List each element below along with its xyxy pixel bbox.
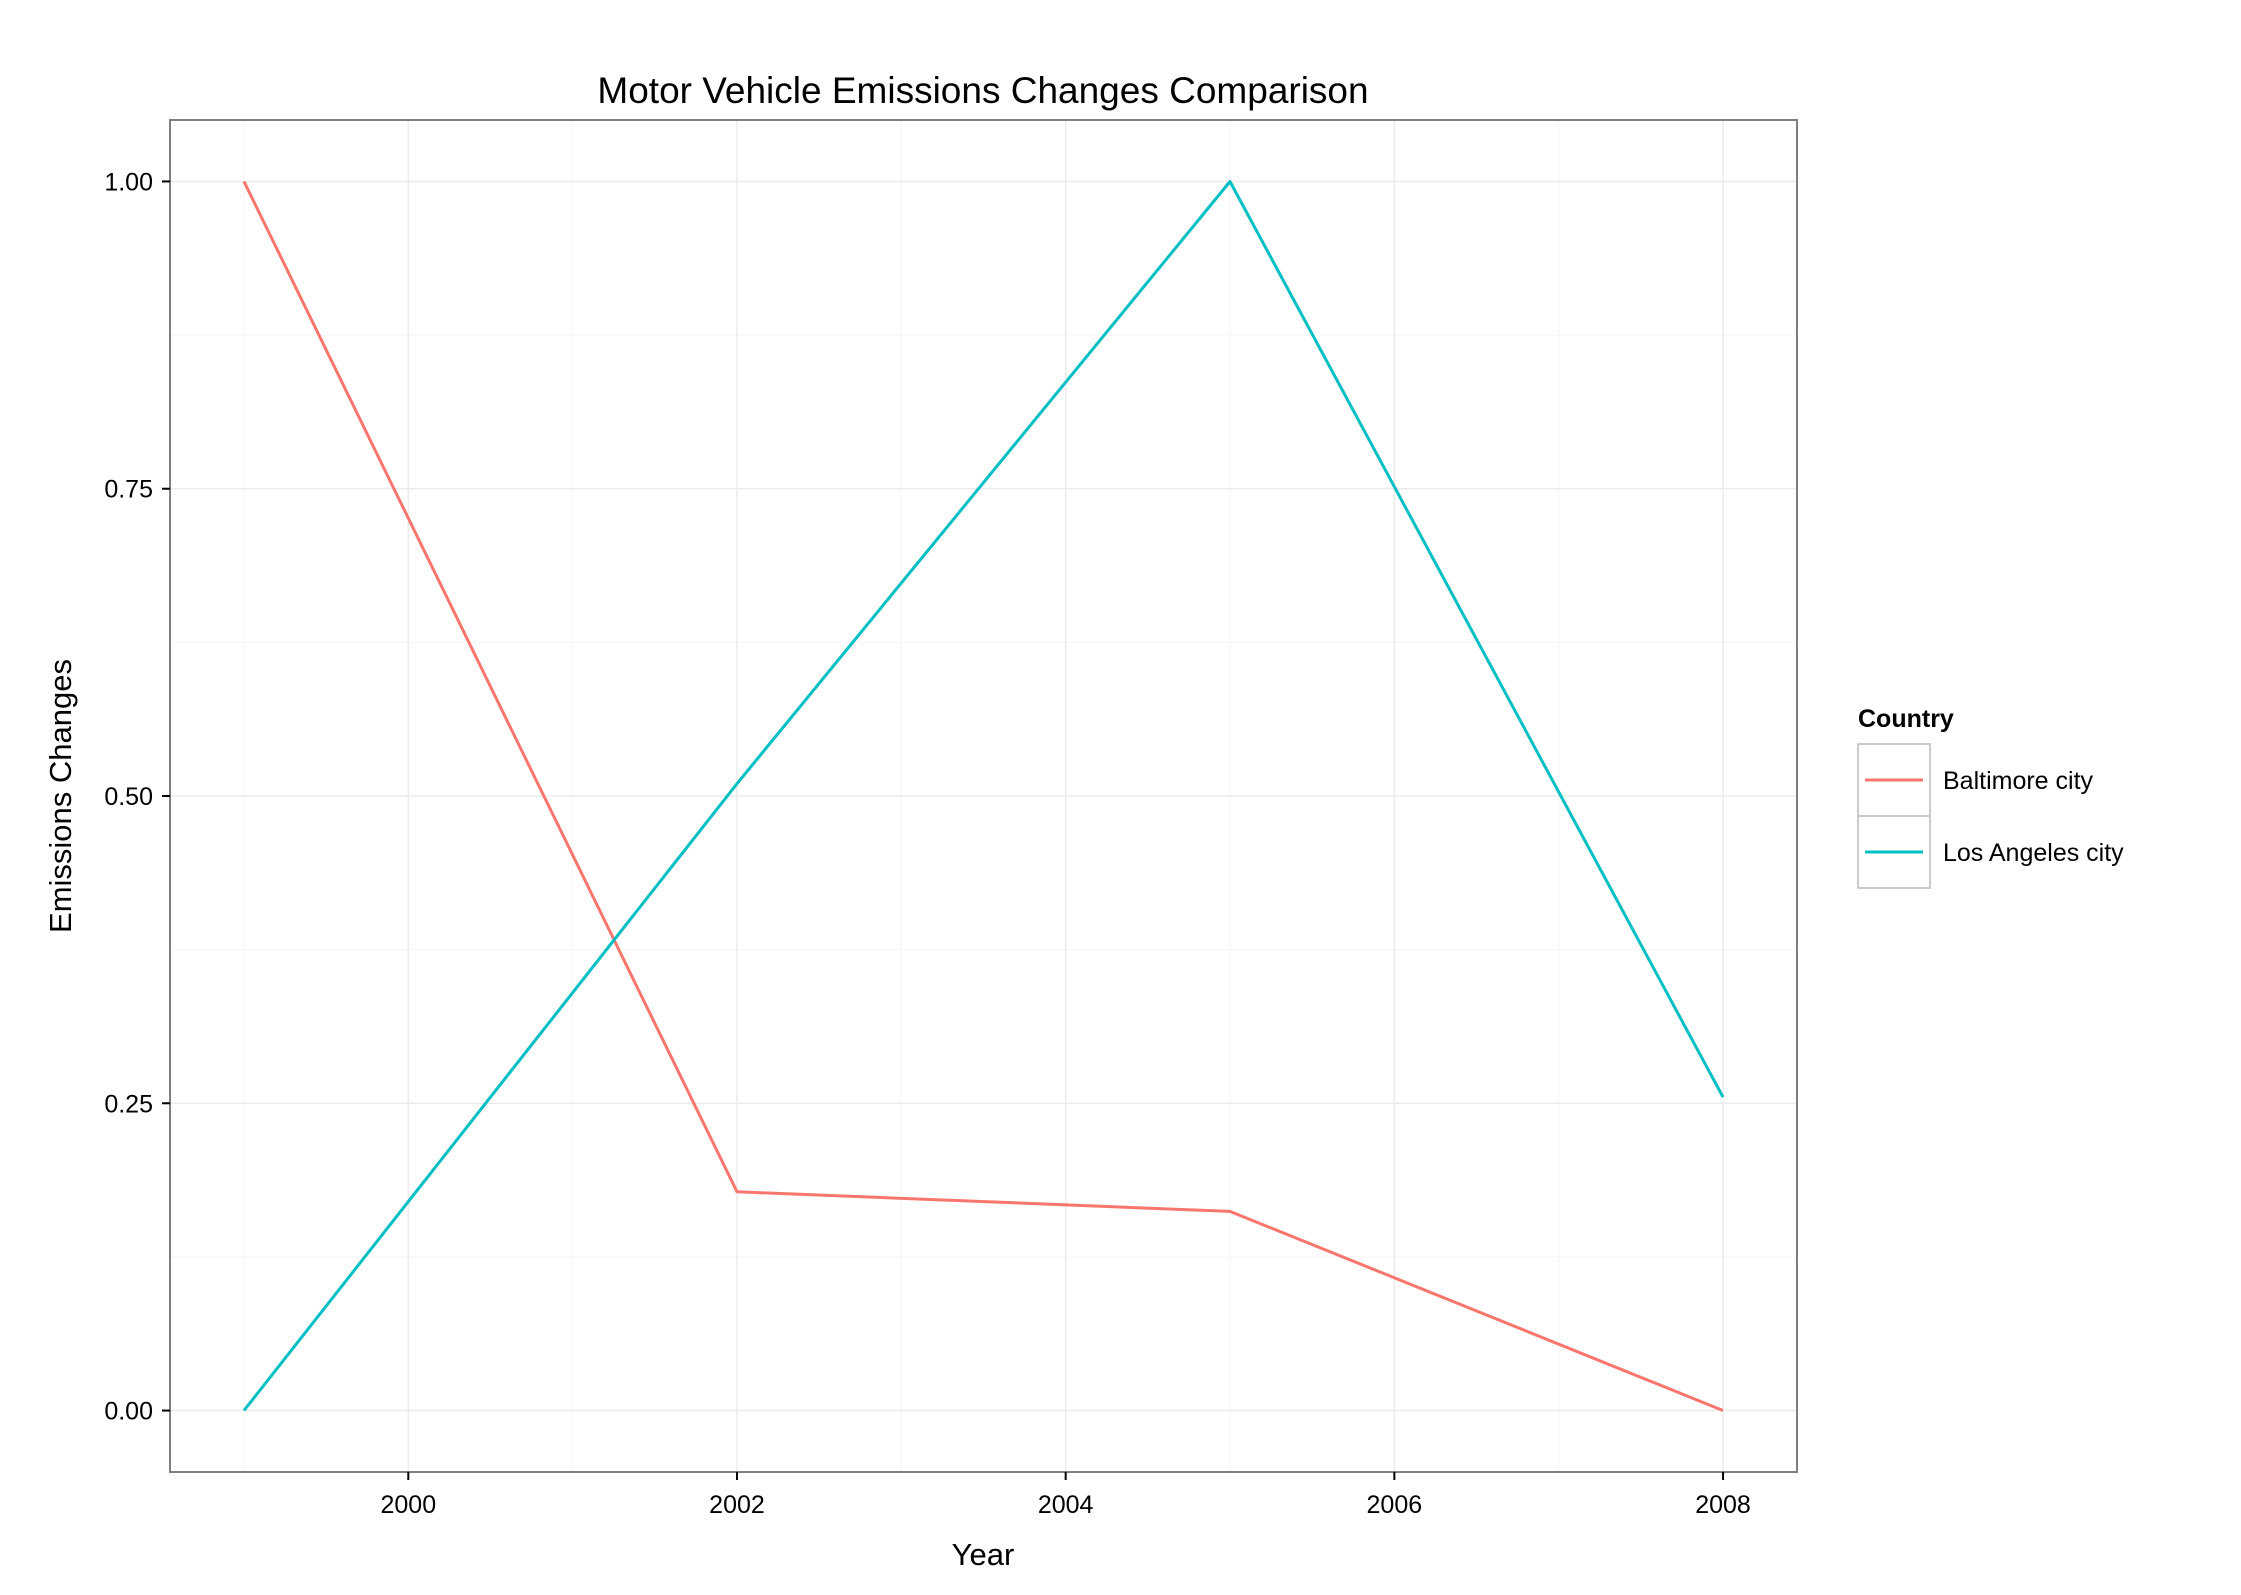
y-tick-label: 0.75 — [104, 476, 153, 504]
chart-title: Motor Vehicle Emissions Changes Comparis… — [597, 70, 1368, 111]
y-tick-label: 0.25 — [104, 1090, 153, 1118]
series-lines — [242, 180, 1725, 1412]
x-tick-label: 2008 — [1695, 1491, 1751, 1519]
x-axis-title: Year — [952, 1537, 1015, 1572]
x-tick-label: 2002 — [709, 1491, 765, 1519]
y-tick-label: 1.00 — [104, 168, 153, 196]
legend-title: Country — [1858, 705, 1954, 733]
y-tick-label: 0.50 — [104, 783, 153, 811]
x-tick-label: 2000 — [380, 1491, 436, 1519]
x-tick-label: 2004 — [1038, 1491, 1094, 1519]
y-axis-title: Emissions Changes — [43, 659, 78, 933]
x-axis: 2000 2002 2004 2006 2008 — [380, 1472, 1751, 1519]
major-gridlines — [170, 120, 1797, 1472]
y-tick-label: 0.00 — [104, 1398, 153, 1426]
x-tick-label: 2006 — [1367, 1491, 1423, 1519]
series-line-los-angeles-city — [242, 180, 1725, 1412]
series-line-baltimore-city — [242, 180, 1724, 1412]
y-axis: 0.00 0.25 0.50 0.75 1.00 — [104, 168, 170, 1426]
legend: Country Baltimore city Los Angeles city — [1857, 705, 2124, 889]
legend-label-baltimore: Baltimore city — [1943, 767, 2094, 795]
legend-label-los-angeles: Los Angeles city — [1943, 839, 2124, 867]
